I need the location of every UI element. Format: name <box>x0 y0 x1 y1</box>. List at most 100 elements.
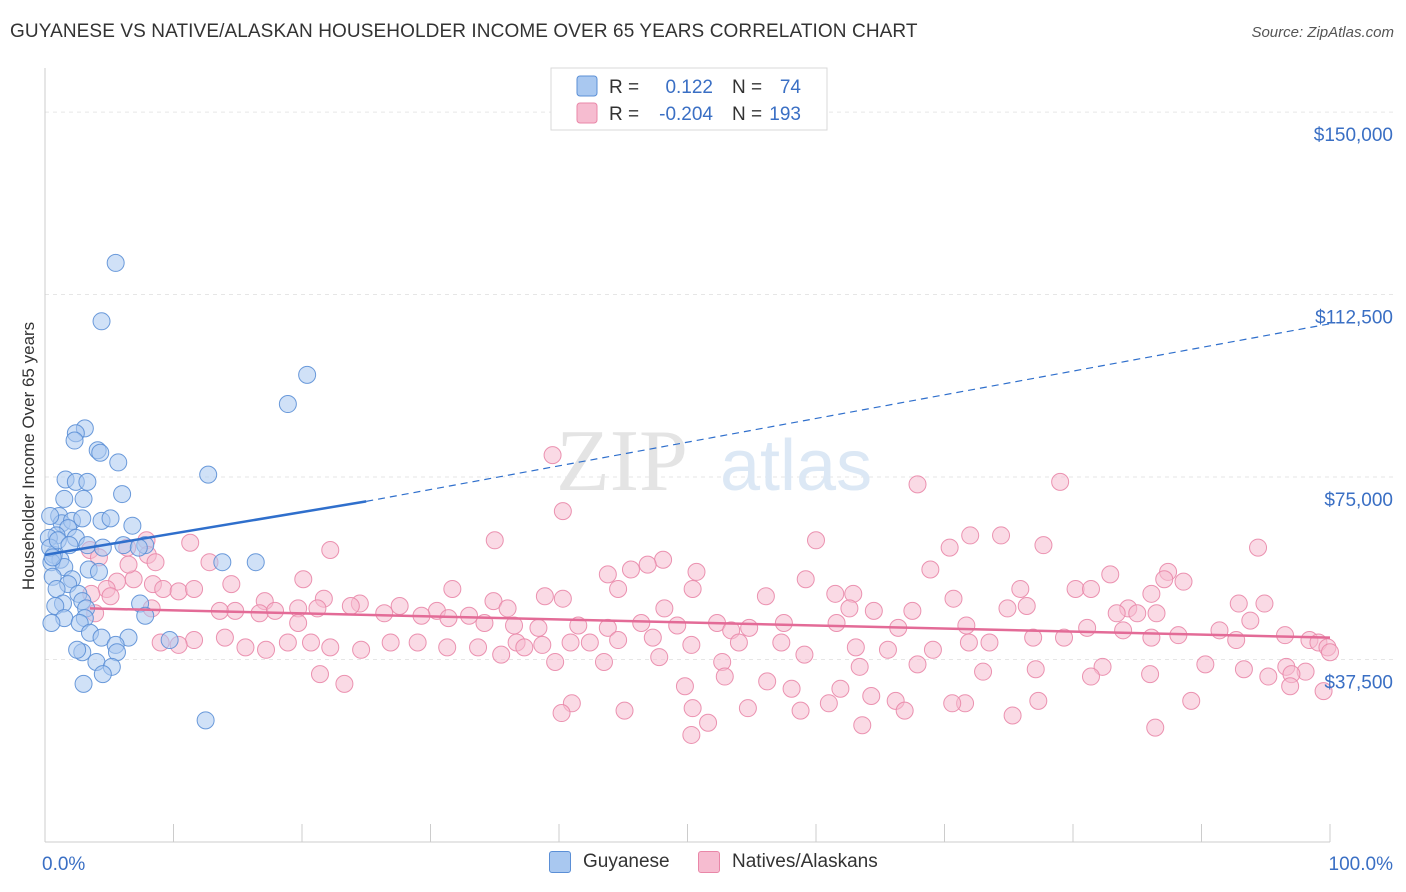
natives-point <box>831 679 850 698</box>
natives-point <box>321 541 340 560</box>
natives-point <box>236 638 255 657</box>
natives-point <box>959 633 978 652</box>
natives-point <box>266 601 285 620</box>
natives-point <box>992 526 1011 545</box>
guyanese-point <box>136 606 155 625</box>
natives-point <box>169 582 188 601</box>
natives-point <box>944 589 963 608</box>
natives-point <box>683 579 702 598</box>
x-tick-label-max: 100.0% <box>1329 854 1394 875</box>
guyanese-point <box>93 665 112 684</box>
natives-point <box>294 570 313 589</box>
y-tick-label: $75,000 <box>1324 490 1393 511</box>
x-tick-label-min: 0.0% <box>42 854 85 875</box>
guyanese-point <box>68 640 87 659</box>
guyanese-point <box>92 628 111 647</box>
natives-point <box>1051 472 1070 491</box>
natives-point <box>215 628 234 647</box>
legend-swatch-guyanese-bottom <box>549 851 571 873</box>
guyanese-point <box>298 365 317 384</box>
natives-point <box>594 652 613 671</box>
natives-point <box>1155 570 1174 589</box>
natives-point <box>352 640 371 659</box>
natives-point <box>878 640 897 659</box>
natives-point <box>1011 579 1030 598</box>
natives-point <box>921 560 940 579</box>
natives-point <box>713 652 732 671</box>
natives-point <box>980 633 999 652</box>
natives-point <box>484 592 503 611</box>
guyanese-point <box>101 509 120 528</box>
natives-point <box>1034 536 1053 555</box>
natives-point <box>738 699 757 718</box>
legend-swatch-natives <box>576 102 598 124</box>
natives-point <box>609 631 628 650</box>
natives-point <box>621 560 640 579</box>
natives-point <box>1026 660 1045 679</box>
guyanese-point <box>41 506 60 525</box>
natives-point <box>1078 618 1097 637</box>
axes <box>44 68 1331 843</box>
chart-title: GUYANESE VS NATIVE/ALASKAN HOUSEHOLDER I… <box>10 21 918 42</box>
natives-point <box>535 587 554 606</box>
guyanese-point <box>93 538 112 557</box>
y-tick-label: $150,000 <box>1314 125 1393 146</box>
natives-point <box>598 565 617 584</box>
guyanese-point <box>46 596 65 615</box>
natives-point <box>1101 565 1120 584</box>
natives-point <box>119 555 138 574</box>
guyanese-point <box>92 312 111 331</box>
natives-point <box>1234 660 1253 679</box>
natives-point <box>257 640 276 659</box>
natives-point <box>643 628 662 647</box>
natives-point <box>846 638 865 657</box>
gridlines <box>45 111 1395 661</box>
natives-point <box>682 725 701 744</box>
guyanese-point <box>78 536 97 555</box>
natives-point <box>1114 621 1133 640</box>
legend-n-value-natives: 193 <box>769 104 801 125</box>
natives-point <box>1128 604 1147 623</box>
natives-point <box>1055 628 1074 647</box>
legend-r-value-natives: -0.204 <box>659 104 713 125</box>
legend-n-label-natives: N = <box>732 104 762 125</box>
natives-point <box>974 662 993 681</box>
natives-point <box>908 655 927 674</box>
natives-point <box>729 633 748 652</box>
legend-item-guyanese: Guyanese <box>549 851 670 873</box>
legend-r-label-natives: R = <box>609 104 639 125</box>
guyanese-point <box>160 631 179 650</box>
legend-label-natives: Natives/Alaskans <box>732 851 878 872</box>
natives-point <box>772 633 791 652</box>
natives-point <box>1081 667 1100 686</box>
natives-point <box>850 657 869 676</box>
natives-point <box>675 677 694 696</box>
natives-point <box>1146 718 1165 737</box>
natives-point <box>796 570 815 589</box>
natives-point <box>756 587 775 606</box>
natives-point <box>758 672 777 691</box>
natives-point <box>908 475 927 494</box>
natives-point <box>1249 538 1268 557</box>
guyanese-point <box>89 562 108 581</box>
legend-r-value-guyanese: 0.122 <box>665 77 713 98</box>
y-tick-labels: $37,500 $75,000 $112,500 $150,000 <box>1314 125 1393 693</box>
natives-point <box>553 502 572 521</box>
natives-point <box>650 648 669 667</box>
natives-point <box>154 579 173 598</box>
legend-swatch-guyanese <box>576 75 598 97</box>
legend-label-guyanese: Guyanese <box>583 851 670 872</box>
natives-point <box>146 553 165 572</box>
natives-point <box>699 713 718 732</box>
natives-point <box>1147 604 1166 623</box>
guyanese-point <box>113 485 132 504</box>
natives-point <box>1107 604 1126 623</box>
natives-point <box>1093 657 1112 676</box>
natives-point <box>903 601 922 620</box>
natives-point <box>895 701 914 720</box>
natives-point <box>301 633 320 652</box>
y-tick-label: $37,500 <box>1324 673 1393 694</box>
guyanese-point <box>123 516 142 535</box>
legend-r-label-guyanese: R = <box>609 77 639 98</box>
